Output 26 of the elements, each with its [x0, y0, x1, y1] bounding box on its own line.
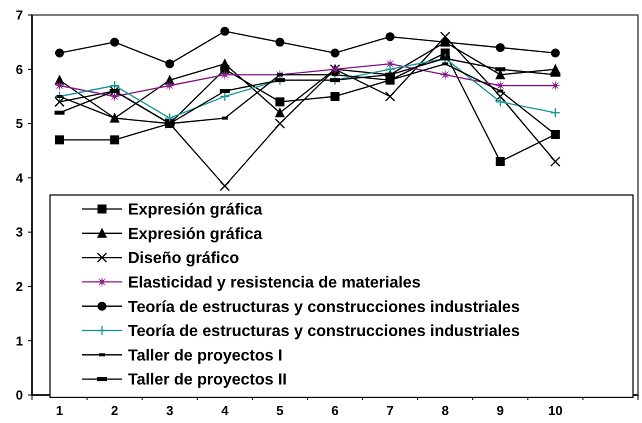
- y-tick-label: 4: [16, 170, 24, 186]
- legend-label: Expresión gráfica: [128, 226, 262, 243]
- legend-label: Teoría de estructuras y construcciones industriales: [128, 323, 520, 340]
- x-tick-label: 8: [442, 403, 449, 418]
- x-tick-label: 3: [166, 403, 174, 418]
- legend-label: Diseño gráfico: [128, 250, 240, 268]
- x-tick-label: 7: [386, 403, 394, 418]
- y-tick-label: 7: [16, 8, 23, 23]
- y-tick-label: 0: [16, 388, 23, 403]
- y-tick-label: 3: [16, 224, 23, 240]
- y-tick-label: 1: [16, 333, 23, 348]
- x-tick-label: 1: [56, 403, 64, 418]
- x-tick-label: 10: [548, 403, 563, 418]
- x-tick-label: 2: [111, 403, 118, 418]
- y-tick-label: 6: [16, 62, 23, 77]
- x-tick-label: 6: [331, 403, 339, 418]
- legend-label: Teoría de estructuras y construcciones industriales: [128, 298, 520, 316]
- legend-label: Elasticidad y resistencia de materiales: [128, 274, 421, 292]
- x-tick-label: 5: [276, 403, 284, 418]
- legend-label: Taller de proyectos I: [128, 347, 282, 364]
- y-tick-label: 5: [16, 116, 23, 132]
- x-tick-label: 9: [496, 403, 504, 418]
- y-tick-label: 2: [16, 278, 23, 294]
- legend-label: Expresión gráfica: [128, 202, 262, 219]
- legend-label: Taller de proyectos II: [128, 372, 287, 389]
- x-tick-label: 4: [221, 403, 230, 418]
